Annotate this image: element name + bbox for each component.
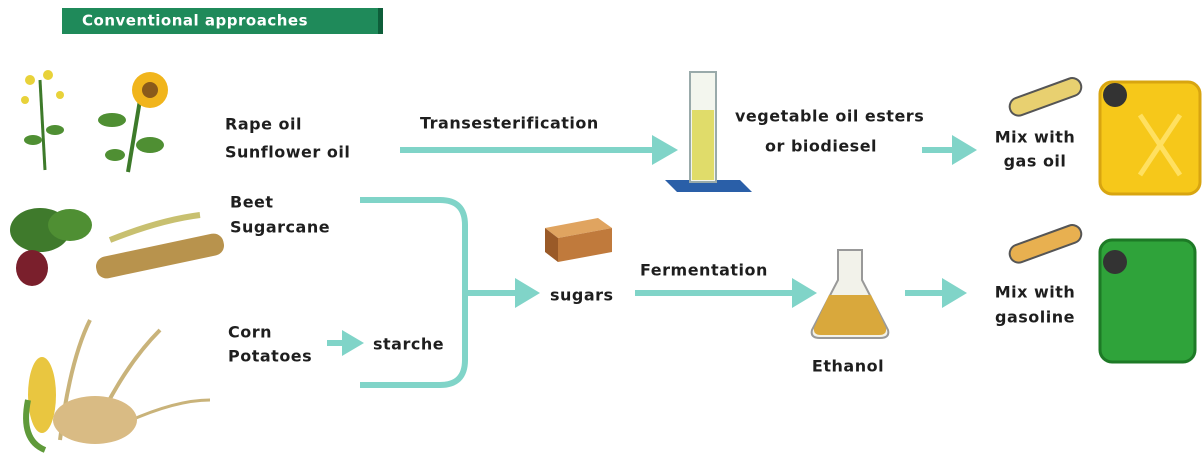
product-label: or biodiesel	[765, 137, 877, 156]
product-label: Ethanol	[812, 357, 884, 376]
use-label: Mix with	[995, 128, 1076, 147]
source-label: Corn	[228, 323, 272, 342]
use-label: Mix with	[995, 283, 1076, 302]
arrow-head	[942, 278, 967, 308]
source-label: Sunflower oil	[225, 143, 350, 162]
rape-plant	[21, 70, 64, 170]
flask	[812, 250, 889, 338]
source-label: Rape oil	[225, 115, 302, 134]
header-title: Conventional approaches	[82, 12, 308, 30]
sugar-cube	[545, 218, 612, 262]
sunflower-plant	[98, 72, 168, 172]
product-label: vegetable oil esters	[735, 107, 924, 126]
starch-label: starche	[373, 335, 444, 354]
sugars-label: sugars	[550, 286, 614, 305]
beet-plant	[10, 208, 92, 286]
source-label: Potatoes	[228, 347, 312, 366]
arrow-head	[342, 330, 364, 356]
arrow-head	[792, 278, 817, 308]
source-label: Beet	[230, 193, 274, 212]
bracket	[360, 200, 465, 385]
graduated-cylinder	[665, 72, 752, 192]
sugarcane	[94, 215, 226, 280]
diagram: Conventional approaches Rape oil Sunflow…	[0, 0, 1203, 454]
arrow-head	[952, 135, 977, 165]
use-label: gasoline	[995, 308, 1075, 327]
use-label: gas oil	[1004, 152, 1067, 171]
source-label: Sugarcane	[230, 218, 330, 237]
arrow-head	[652, 135, 678, 165]
header-edge	[378, 8, 383, 34]
corn-potato	[26, 320, 210, 450]
arrow-head	[515, 278, 540, 308]
process-label: Transesterification	[420, 114, 599, 133]
process-label: Fermentation	[640, 261, 768, 280]
